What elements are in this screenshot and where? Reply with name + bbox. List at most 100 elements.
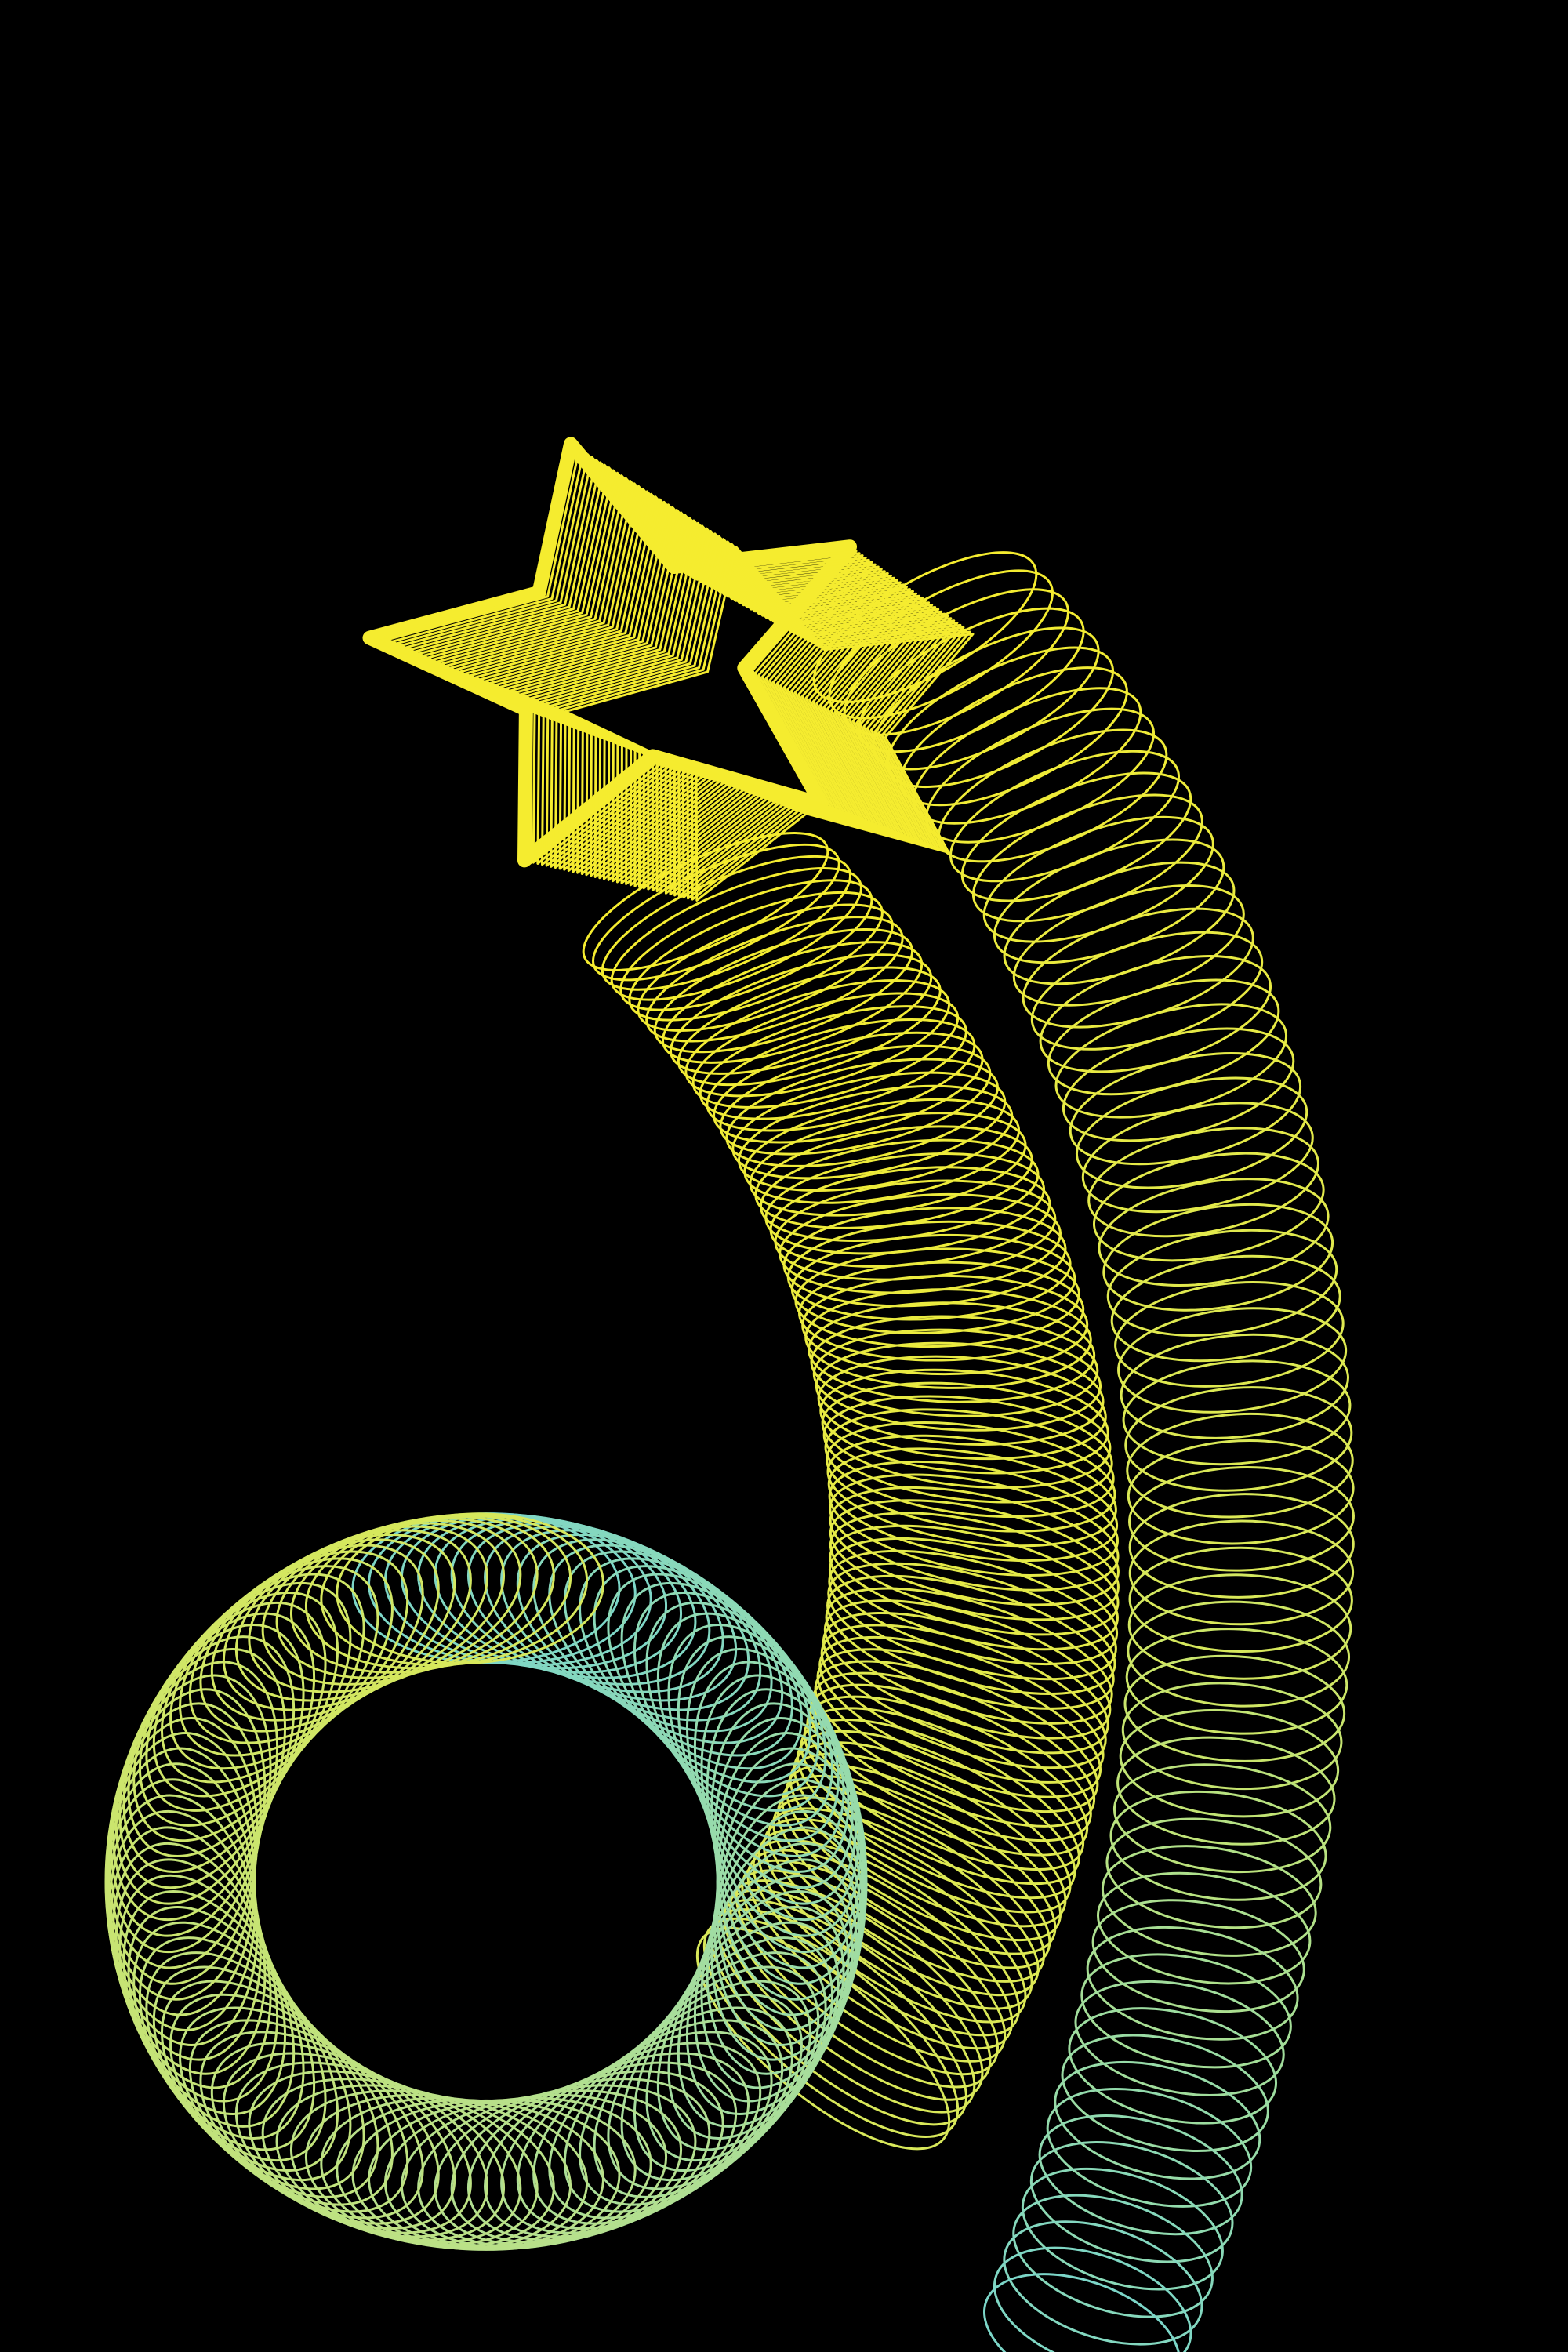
ribbon-ring xyxy=(1120,1333,1349,1439)
ribbon-ring xyxy=(826,1574,1115,1710)
ribbon-ring xyxy=(983,2273,1181,2352)
star-outline xyxy=(434,477,892,875)
ribbon-tail-front xyxy=(582,832,1120,2151)
ribbon-ring xyxy=(1119,1708,1340,1818)
ribbon-ring xyxy=(828,1460,1119,1577)
ribbon-ring xyxy=(809,1683,1092,1842)
ribbon-ring xyxy=(1112,1763,1332,1874)
ribbon-ring xyxy=(1038,2114,1243,2236)
ribbon-ring xyxy=(993,2246,1192,2352)
ribbon-ring xyxy=(1021,2167,1224,2291)
star-outline xyxy=(534,530,956,896)
ribbon-ring xyxy=(825,1587,1113,1725)
ribbon-ring xyxy=(829,1473,1120,1592)
ribbon-ring xyxy=(817,1355,1107,1461)
ribbon-ring xyxy=(669,953,933,1075)
ribbon-ring xyxy=(645,916,904,1043)
ribbon-ring xyxy=(823,1599,1112,1740)
ribbon-ring xyxy=(797,1730,1076,1900)
ribbon-ring xyxy=(822,1395,1113,1504)
star-outline xyxy=(564,546,975,902)
ribbon-ring xyxy=(713,1031,984,1144)
ribbon-ring xyxy=(1124,1386,1353,1492)
ribbon-ring xyxy=(637,903,894,1032)
ribbon-ring xyxy=(601,855,851,991)
star-outline xyxy=(503,514,937,890)
ribbon-ring xyxy=(829,1499,1120,1621)
star-outline xyxy=(474,498,917,884)
star-outline xyxy=(514,519,943,891)
star-outline xyxy=(539,532,959,897)
ribbon-ring xyxy=(1101,1845,1317,1957)
star-outline xyxy=(528,527,953,895)
ribbon-ring xyxy=(1128,1519,1355,1626)
ribbon-ring xyxy=(1012,2194,1214,2318)
star-outline xyxy=(459,490,908,880)
ribbon-ring xyxy=(781,1774,1057,1955)
ribbon-ring xyxy=(1106,1229,1338,1337)
ribbon-ring xyxy=(1128,1546,1353,1653)
ribbon-ring xyxy=(772,1796,1046,1983)
ribbon-ring xyxy=(691,992,960,1109)
ribbon-ring xyxy=(1069,1051,1302,1166)
ribbon-ring xyxy=(793,1741,1072,1914)
ribbon-ring xyxy=(610,866,862,1001)
ribbon-ring xyxy=(1081,1102,1314,1214)
ribbon-ring xyxy=(824,1408,1115,1519)
ribbon-ring xyxy=(1098,1178,1330,1287)
ribbon-ring xyxy=(814,1660,1099,1813)
ribbon-ring xyxy=(1114,1280,1345,1388)
ribbon-ring xyxy=(757,1828,1027,2024)
star-outline xyxy=(524,524,949,894)
ribbon-ring xyxy=(1127,1439,1355,1545)
star-outline xyxy=(494,509,931,887)
ribbon-ring xyxy=(786,1220,1072,1321)
ribbon-ring xyxy=(811,1671,1096,1828)
ribbon-ring xyxy=(782,1207,1067,1308)
star-outline xyxy=(559,543,971,901)
star-outline xyxy=(469,495,914,883)
star-outline xyxy=(499,511,934,888)
ribbon-ring xyxy=(818,1635,1105,1784)
star-outline xyxy=(519,521,946,893)
ribbon-ring xyxy=(1046,2087,1253,2208)
ribbon-ring xyxy=(1128,1465,1355,1572)
ribbon-ring xyxy=(801,1274,1089,1376)
ribbon-ring xyxy=(762,1817,1033,2010)
ribbon-ring xyxy=(1128,1493,1355,1599)
ribbon-ring xyxy=(628,891,884,1022)
ribbon-ring xyxy=(1116,1736,1336,1846)
ribbon-ring xyxy=(819,1368,1109,1475)
ribbon-ring xyxy=(826,1421,1116,1533)
ribbon-ring xyxy=(827,1447,1119,1563)
star-outline xyxy=(444,482,898,877)
ribbon-ring xyxy=(794,1247,1080,1348)
ribbon-ring xyxy=(661,941,924,1064)
ribbon-ring xyxy=(1122,1359,1352,1466)
ribbon-ring xyxy=(789,1752,1067,1928)
ribbon-ring xyxy=(1061,2034,1269,2153)
ribbon-ring xyxy=(816,1648,1102,1798)
star-outline xyxy=(488,506,927,887)
star-outline xyxy=(554,540,968,900)
star-outline xyxy=(448,485,902,878)
ribbon-ring xyxy=(1087,1127,1319,1238)
star-outline xyxy=(463,492,911,881)
ribbon-ring xyxy=(812,1328,1102,1432)
ribbon-ring xyxy=(790,1233,1076,1334)
ribbon-ring xyxy=(1080,1953,1292,2069)
ribbon-ring xyxy=(804,1288,1092,1389)
ribbon-ring xyxy=(1127,1573,1352,1680)
ribbon-ring xyxy=(798,1261,1085,1362)
ribbon-ring xyxy=(808,1301,1096,1403)
ribbon-ring xyxy=(774,1179,1057,1281)
ribbon-ring xyxy=(1110,1254,1341,1363)
ribbon-ring xyxy=(1092,1152,1325,1262)
ribbon-ring xyxy=(1068,2007,1278,2125)
ribbon-ring xyxy=(1086,1926,1299,2041)
ribbon-ring xyxy=(1123,1654,1346,1762)
ribbon-ring xyxy=(822,1611,1109,1755)
star-outline xyxy=(484,503,924,885)
ribbon-ring xyxy=(699,1005,967,1120)
